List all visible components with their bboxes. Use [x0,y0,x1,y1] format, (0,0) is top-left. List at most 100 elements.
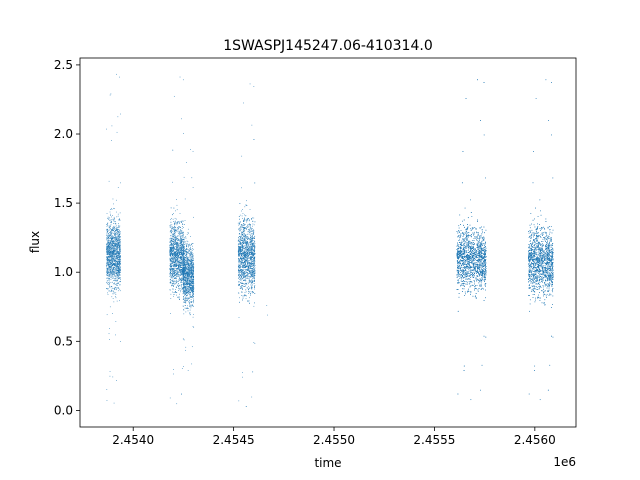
data-point [176,261,178,262]
data-point [106,263,108,265]
data-point [180,264,181,266]
data-point [170,248,171,249]
data-point [184,292,186,293]
data-point [113,261,115,262]
data-point [115,211,117,213]
data-point [187,276,189,278]
data-point [176,252,178,254]
data-point [186,300,187,302]
data-point [182,290,184,292]
data-point [113,240,115,242]
data-point [107,275,108,276]
data-point [181,241,183,242]
data-point [179,252,181,253]
data-point [112,237,114,239]
data-point [179,261,181,263]
data-point [117,238,119,239]
data-point [189,260,190,262]
data-point [190,257,192,259]
data-point [172,227,174,228]
data-point [191,271,193,273]
data-point [191,287,193,288]
data-point [115,253,117,255]
data-point [179,299,180,300]
data-point [114,288,116,290]
data-point [180,263,182,265]
data-point [176,242,177,244]
data-point [180,230,182,231]
data-point [110,268,112,270]
data-point [109,255,111,256]
data-point [173,294,175,295]
data-point [109,258,111,259]
data-point [117,274,119,276]
data-point [118,272,120,273]
data-point [113,252,115,254]
data-point [109,246,111,247]
data-point [169,251,171,253]
data-point [176,270,178,272]
data-point [189,271,191,273]
data-point [116,280,118,282]
data-point [184,250,185,251]
data-point [114,245,116,247]
data-point [253,217,255,219]
data-point [187,278,189,280]
data-point [186,290,187,292]
data-point [175,265,177,267]
data-point [117,278,119,279]
data-point [190,263,192,264]
data-point [117,270,119,272]
data-point [171,283,173,285]
data-point [114,253,116,254]
data-point [182,271,184,272]
data-point [173,262,175,263]
data-point [180,274,182,275]
data-point [169,253,171,255]
data-point [178,283,179,285]
data-point [175,210,176,212]
data-point [117,233,118,235]
data-point [185,281,186,283]
data-point [115,268,116,270]
data-point [189,265,191,267]
data-point [107,258,109,260]
data-point [117,239,118,241]
data-point [177,242,179,243]
data-point [119,236,120,238]
data-point [169,260,171,262]
data-point [118,226,120,228]
data-point [119,268,120,270]
data-point [177,261,179,263]
data-point [182,268,183,270]
data-point [172,260,173,262]
data-point [182,288,184,290]
data-point [118,264,120,265]
data-point [172,255,174,257]
data-point [183,283,184,285]
data-point [112,245,114,247]
data-point [108,290,110,291]
data-point [173,227,175,229]
data-point [174,277,175,279]
data-point [179,240,181,242]
data-point [111,241,113,243]
data-point [185,269,187,271]
data-point [187,283,188,285]
data-point [187,259,189,261]
data-point [185,284,187,286]
data-point [189,282,191,284]
data-point [171,253,172,255]
data-point [178,239,179,241]
data-point [115,280,117,281]
data-point [189,289,191,291]
data-point [113,242,114,243]
data-point [189,302,190,304]
data-point [192,254,193,256]
data-point [190,290,192,292]
data-point [185,266,187,267]
data-point [183,233,184,235]
data-point [116,267,117,269]
data-point [190,296,192,297]
